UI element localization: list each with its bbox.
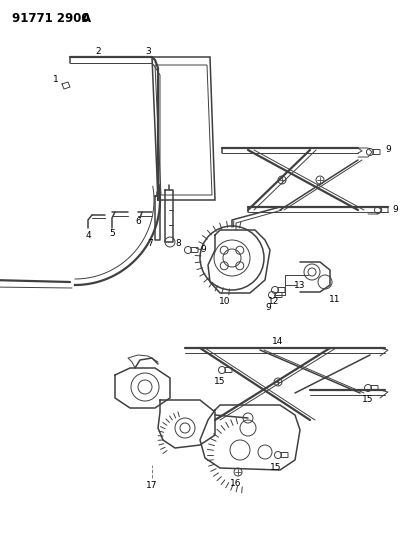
Text: 5: 5 [109, 230, 115, 238]
Text: 15: 15 [270, 463, 282, 472]
Text: 12: 12 [268, 297, 280, 306]
Text: 10: 10 [219, 297, 231, 306]
Text: 15: 15 [214, 377, 226, 386]
Text: 91771 2900: 91771 2900 [12, 12, 89, 25]
Text: 4: 4 [85, 230, 91, 239]
Text: 1: 1 [53, 76, 59, 85]
Text: 8: 8 [175, 239, 181, 248]
Text: 9: 9 [385, 146, 391, 155]
Text: 17: 17 [146, 481, 158, 489]
Text: 2: 2 [95, 47, 101, 56]
Text: 7: 7 [147, 239, 153, 248]
Text: 13: 13 [294, 280, 306, 289]
Text: 16: 16 [230, 479, 242, 488]
Text: 6: 6 [135, 217, 141, 227]
Text: 9: 9 [392, 206, 398, 214]
Text: 15: 15 [362, 395, 374, 405]
Text: 9: 9 [200, 246, 206, 254]
Text: 3: 3 [145, 47, 151, 56]
Text: 9: 9 [265, 303, 271, 311]
Text: A: A [82, 12, 91, 25]
Text: 14: 14 [272, 337, 284, 346]
Text: 11: 11 [329, 295, 341, 304]
